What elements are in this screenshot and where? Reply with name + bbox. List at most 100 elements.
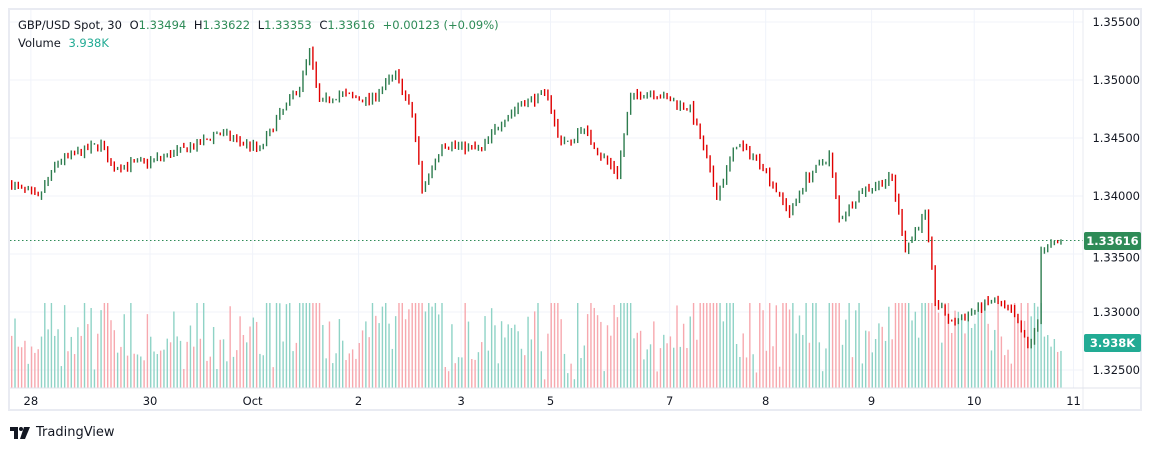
bar-range (269, 128, 271, 137)
volume-bar (802, 334, 804, 388)
ohlc-bar (504, 119, 506, 128)
ohlc-bar (831, 152, 834, 178)
volume-bar (70, 336, 72, 388)
ohlc-bar (342, 91, 344, 98)
bar-range (792, 203, 794, 216)
brand-name: TradingView (36, 425, 115, 440)
volume-bar (805, 303, 807, 388)
bar-range (884, 179, 887, 189)
volume-bar (1050, 346, 1052, 388)
bar-range (150, 156, 152, 169)
volume-bar (891, 339, 893, 388)
bar-range (219, 132, 221, 136)
bar-range (30, 186, 33, 195)
bar-range (699, 123, 701, 140)
ohlc-bar (83, 145, 86, 159)
volume-bar (626, 303, 629, 388)
bar-range (494, 123, 496, 135)
bar-range (289, 94, 291, 106)
bar-range (47, 176, 49, 187)
volume-bar (620, 303, 622, 388)
bar-range (279, 107, 281, 120)
volume-bar (888, 306, 890, 388)
ohlc-bar (232, 134, 235, 142)
bar-range (189, 142, 192, 153)
ohlc-bar (80, 148, 82, 156)
ohlc-bar (375, 92, 377, 102)
volume-bar (812, 303, 814, 388)
bar-range (481, 146, 483, 152)
bar-range (295, 90, 298, 96)
bar-range (626, 111, 629, 136)
bar-range (1037, 319, 1039, 332)
time-tick-label: 2 (355, 394, 362, 408)
bar-range (83, 145, 86, 159)
ohlc-bar (497, 126, 499, 131)
bar-range (514, 106, 516, 117)
volume-bar (732, 303, 734, 388)
bar-range (543, 89, 546, 97)
tradingview-logo[interactable]: TradingView (10, 425, 115, 440)
ohlc-bar (424, 181, 427, 192)
volume-bar (868, 331, 870, 388)
ohlc-bar (755, 154, 758, 161)
volume-bar (295, 342, 298, 388)
ohlc-bar (901, 208, 903, 236)
bar-range (1030, 338, 1032, 349)
bar-range (871, 188, 873, 194)
volume-bar (673, 347, 675, 388)
ohlc-bar (868, 183, 870, 192)
volume-label[interactable]: Volume (18, 36, 61, 50)
volume-bar (682, 323, 685, 388)
ohlc-bar (818, 159, 821, 166)
bar-range (593, 142, 595, 150)
ohlc-bar (669, 96, 672, 102)
ohlc-bar (322, 97, 324, 102)
symbol-label[interactable]: GBP/USD Spot, 30 (18, 18, 122, 32)
price-tick-label: 1.34000 (1092, 189, 1140, 203)
bar-range (441, 144, 443, 157)
bar-range (583, 128, 586, 135)
ohlc-bar (864, 186, 867, 197)
ohlc-bar (994, 297, 996, 303)
ohlc-bar (1004, 300, 1006, 309)
ohlc-bar (732, 147, 734, 162)
ohlc-bar (947, 313, 950, 324)
bar-range (765, 168, 768, 174)
bar-range (461, 141, 463, 150)
bar-range (524, 100, 526, 107)
ohlc-bar (603, 153, 605, 159)
volume-bar (312, 303, 314, 388)
ohlc-bar (183, 142, 185, 148)
bar-range (835, 172, 837, 200)
bar-range (560, 135, 562, 146)
ohlc-bar (216, 131, 218, 135)
volume-bar (202, 303, 205, 388)
bar-range (752, 153, 754, 161)
ohlc-bar (246, 139, 248, 149)
bar-range (898, 193, 900, 215)
ohlc-bar (1056, 239, 1059, 244)
bar-range (623, 133, 625, 157)
bar-range (282, 108, 284, 115)
ohlc-bar (421, 160, 423, 194)
volume-bar (563, 353, 566, 388)
ohlc-bar (845, 211, 847, 222)
volume-bar (841, 344, 844, 388)
ohlc-bar (11, 180, 13, 190)
bar-range (1056, 239, 1059, 244)
ohlc-bar (663, 91, 665, 99)
bar-range (841, 215, 844, 220)
bar-range (365, 96, 367, 106)
bar-range (755, 154, 758, 161)
bar-range (130, 156, 132, 173)
volume-bar (146, 314, 149, 388)
volume-bar (249, 326, 251, 388)
time-tick-label: 8 (762, 394, 769, 408)
volume-bar (629, 303, 632, 388)
ohlc-bar (44, 180, 46, 193)
volume-bar (755, 372, 758, 388)
volume-bar (716, 303, 718, 388)
volume-bar (322, 324, 324, 388)
